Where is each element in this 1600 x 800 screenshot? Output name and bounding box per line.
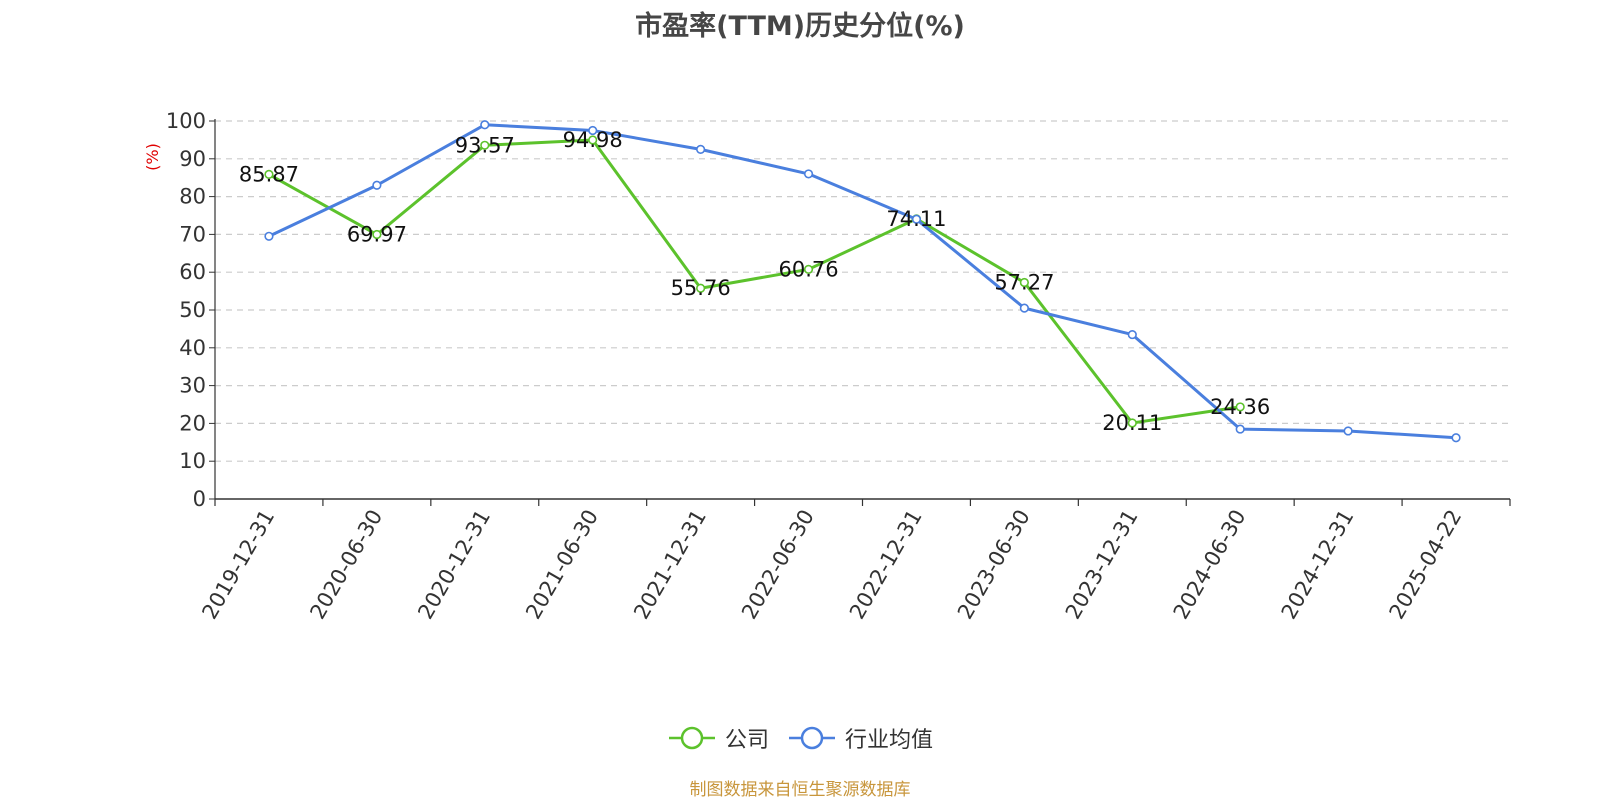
source-note: 制图数据来自恒生聚源数据库 bbox=[689, 780, 911, 800]
data-point-series-1[interactable] bbox=[1235, 424, 1245, 434]
series-line-1 bbox=[268, 123, 1457, 440]
data-point-series-1[interactable] bbox=[372, 180, 382, 190]
data-label: 93.57 bbox=[455, 133, 515, 157]
data-point-series-1[interactable] bbox=[911, 214, 922, 224]
x-tick-label: 2025-04-22 bbox=[1385, 506, 1467, 624]
data-point-series-0[interactable] bbox=[696, 283, 706, 293]
y-tick-label: 40 bbox=[179, 336, 206, 360]
legend-line-icon-industry bbox=[789, 726, 835, 750]
data-point-series-0[interactable] bbox=[1127, 418, 1137, 428]
legend-label-company: 公司 bbox=[724, 728, 769, 753]
data-point-series-0[interactable] bbox=[1235, 402, 1245, 412]
y-tick-label: 70 bbox=[179, 222, 206, 246]
x-tick-label: 2020-12-31 bbox=[413, 505, 495, 623]
legend-item-company[interactable]: 公司 bbox=[667, 722, 769, 754]
data-point-series-0[interactable] bbox=[1019, 277, 1029, 288]
y-tick-label: 100 bbox=[166, 109, 206, 133]
data-point-series-0[interactable] bbox=[264, 169, 274, 180]
data-point-series-1[interactable] bbox=[1343, 426, 1353, 436]
data-point-series-1[interactable] bbox=[1019, 303, 1029, 313]
legend: 公司 行业均值 bbox=[0, 722, 1600, 754]
y-tick-label: 80 bbox=[179, 185, 206, 209]
data-labels: 85.87 69.97 93.57 94.98 55.76 60.76 74.11 57.27… bbox=[239, 128, 1270, 435]
data-label: 55.76 bbox=[671, 276, 731, 300]
y-tick-label: 20 bbox=[179, 411, 206, 435]
data-point-series-0[interactable] bbox=[372, 229, 382, 240]
y-tick-label: 60 bbox=[179, 260, 206, 284]
data-label: 20.11 bbox=[1102, 411, 1162, 435]
x-tick-label: 2019-12-31 bbox=[197, 506, 279, 624]
x-tick-label: 2020-06-30 bbox=[305, 506, 387, 624]
chart-title: 市盈率(TTM)历史分位(%) bbox=[635, 11, 965, 42]
data-point-series-1[interactable] bbox=[480, 120, 490, 130]
data-label: 24.36 bbox=[1210, 395, 1270, 419]
data-label: 69.97 bbox=[347, 223, 407, 247]
y-tick-label: 0 bbox=[193, 487, 206, 511]
data-label: 94.98 bbox=[563, 128, 623, 152]
data-point-series-1[interactable] bbox=[803, 169, 814, 179]
x-tick-label: 2022-06-30 bbox=[737, 506, 819, 624]
x-tick-label: 2023-12-31 bbox=[1061, 506, 1143, 624]
series-line-0 bbox=[268, 138, 1241, 425]
y-tick-label: 90 bbox=[179, 147, 206, 171]
data-label: 60.76 bbox=[778, 257, 838, 281]
data-label: 74.11 bbox=[886, 207, 946, 231]
data-point-series-0[interactable] bbox=[480, 140, 490, 150]
data-point-series-1[interactable] bbox=[1451, 433, 1461, 443]
legend-line-icon-company bbox=[668, 726, 715, 750]
series-lines bbox=[264, 120, 1461, 443]
data-label: 57.27 bbox=[994, 271, 1054, 295]
x-tick-label: 2021-06-30 bbox=[521, 506, 603, 624]
y-tick-label: 30 bbox=[179, 374, 206, 398]
grid-lines bbox=[215, 120, 1510, 462]
legend-item-industry[interactable]: 行业均值 bbox=[787, 722, 933, 754]
data-point-series-1[interactable] bbox=[588, 125, 598, 136]
x-tick-label: 2023-06-30 bbox=[953, 506, 1035, 624]
data-point-series-0[interactable] bbox=[588, 135, 598, 145]
data-label: 85.87 bbox=[239, 162, 299, 186]
legend-label-industry: 行业均值 bbox=[845, 728, 934, 753]
y-tick-label: 50 bbox=[179, 298, 206, 322]
x-tick-label: 2021-12-31 bbox=[629, 506, 711, 624]
x-tick-label: 2022-12-31 bbox=[845, 505, 927, 623]
data-point-series-1[interactable] bbox=[696, 144, 706, 154]
data-point-series-0[interactable] bbox=[803, 264, 814, 274]
data-point-series-1[interactable] bbox=[264, 231, 274, 241]
x-tick-label: 2024-06-30 bbox=[1169, 506, 1251, 624]
y-tick-label: 10 bbox=[179, 449, 206, 473]
y-axis-label: (%) bbox=[143, 143, 162, 171]
data-point-series-1[interactable] bbox=[1127, 329, 1137, 340]
x-tick-label: 2024-12-31 bbox=[1277, 506, 1359, 624]
